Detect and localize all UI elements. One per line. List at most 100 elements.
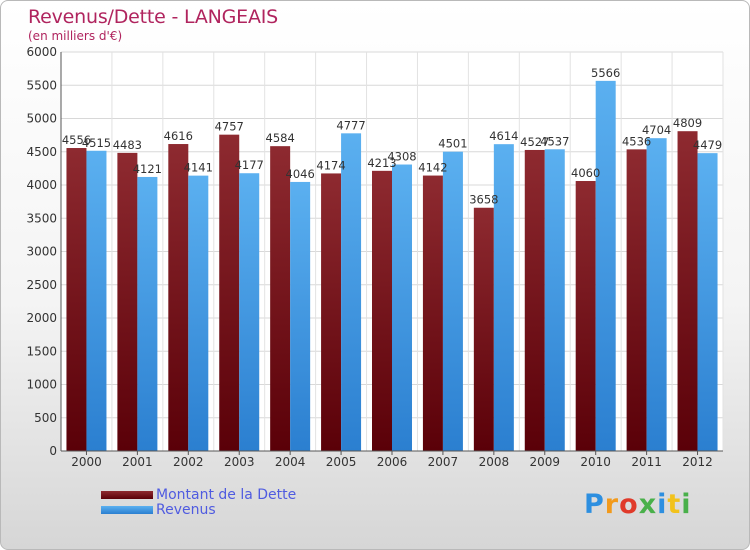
chart-subtitle: (en milliers d'€): [28, 29, 123, 43]
bar-dette-2009: [524, 149, 545, 451]
y-tick-label: 5000: [26, 112, 57, 126]
y-tick-label: 2000: [26, 311, 57, 325]
y-tick-label: 2500: [26, 278, 57, 292]
bar-revenus-2007: [442, 151, 463, 451]
x-tick-label: 2012: [682, 455, 713, 469]
logo-letter: t: [667, 489, 682, 520]
data-label: 4527: [520, 135, 549, 149]
legend: Montant de la Dette Revenus: [101, 486, 297, 518]
data-label: 4177: [235, 158, 264, 172]
logo-letter: r: [604, 489, 620, 520]
data-label: 4141: [184, 161, 213, 175]
data-label: 4704: [642, 123, 671, 137]
data-label: 4614: [489, 129, 518, 143]
legend-label-revenus: Revenus: [156, 501, 216, 518]
data-label: 4483: [113, 138, 142, 152]
data-label: 4536: [622, 134, 651, 148]
bar-dette-2008: [473, 207, 494, 451]
bar-revenus-2006: [392, 164, 412, 451]
data-label: 4213: [367, 156, 396, 170]
x-tick-label: 2011: [631, 455, 662, 469]
y-tick-label: 5500: [26, 78, 57, 92]
bar-dette-2010: [575, 181, 596, 451]
bars-layer: [66, 80, 718, 452]
bar-revenus-2005: [341, 133, 362, 451]
data-label: 4757: [215, 120, 244, 134]
bar-dette-2001: [117, 152, 138, 451]
axis-layer: 0 500 1000 1500 2000 2500 3000 3500 4000 4500 5000…: [26, 45, 723, 469]
data-label: 4501: [438, 137, 467, 151]
data-label: 4777: [336, 118, 365, 132]
bar-dette-2012: [677, 131, 698, 451]
bar-revenus-2010: [595, 80, 616, 452]
data-label: 4537: [540, 134, 569, 148]
bar-dette-2006: [372, 170, 392, 451]
bar-revenus-2009: [544, 149, 565, 452]
data-label: 4616: [164, 129, 193, 143]
x-tick-label: 2000: [71, 455, 102, 469]
x-tick-label: 2006: [377, 455, 408, 469]
bar-dette-2007: [422, 175, 443, 451]
bar-revenus-2002: [188, 175, 209, 451]
bar-revenus-2000: [86, 150, 107, 451]
data-label: 3658: [469, 193, 498, 207]
data-label: 4584: [266, 131, 295, 145]
data-label: 4809: [673, 116, 702, 130]
bar-revenus-2003: [239, 173, 260, 452]
y-tick-label: 1000: [26, 378, 57, 392]
data-label: 4174: [316, 158, 345, 172]
logo-letter: o: [619, 489, 639, 520]
y-tick-label: 1500: [26, 344, 57, 358]
y-tick-label: 3000: [26, 245, 57, 259]
bar-revenus-2012: [697, 153, 718, 452]
bar-revenus-2001: [137, 176, 158, 452]
x-tick-label: 2007: [428, 455, 459, 469]
x-tick-label: 2005: [326, 455, 357, 469]
bar-dette-2000: [66, 148, 87, 451]
logo-letter: P: [584, 489, 605, 520]
data-label: 4479: [693, 138, 722, 152]
data-label: 4515: [82, 136, 111, 150]
legend-swatch-revenus: [101, 505, 153, 514]
chart-title: Revenus/Dette - LANGEAIS: [28, 6, 279, 28]
y-tick-label: 0: [49, 444, 57, 458]
y-tick-label: 4000: [26, 178, 57, 192]
bar-dette-2005: [321, 173, 342, 451]
data-label: 4308: [387, 150, 416, 164]
bar-dette-2002: [168, 144, 189, 451]
logo-letter: i: [657, 489, 668, 520]
data-label: 4142: [418, 161, 447, 175]
y-tick-label: 6000: [26, 45, 57, 59]
x-tick-label: 2004: [275, 455, 306, 469]
y-tick-label: 500: [34, 411, 57, 425]
bar-dette-2004: [270, 146, 291, 451]
legend-item-revenus: Revenus: [101, 501, 296, 518]
x-tick-label: 2003: [224, 455, 255, 469]
logo-letter: x: [638, 489, 658, 520]
x-tick-label: 2002: [173, 455, 204, 469]
bar-revenus-2004: [290, 181, 311, 452]
logo-letter: i: [681, 489, 692, 520]
x-tick-label: 2008: [479, 455, 510, 469]
y-tick-label: 4500: [26, 145, 57, 159]
bar-dette-2003: [219, 134, 240, 452]
y-tick-label: 3500: [26, 211, 57, 225]
x-tick-label: 2009: [529, 455, 560, 469]
legend-swatch-dette: [101, 490, 153, 499]
proxiti-logo: Proxiti: [584, 489, 692, 520]
bar-revenus-2008: [493, 144, 514, 451]
data-label: 4121: [133, 162, 162, 176]
x-tick-label: 2010: [580, 455, 611, 469]
legend-item-dette: Montant de la Dette: [101, 486, 297, 503]
legend-label-dette: Montant de la Dette: [156, 486, 297, 503]
data-label: 4060: [571, 166, 600, 180]
data-label: 4556: [62, 133, 91, 147]
data-label: 4046: [286, 167, 315, 181]
data-label: 5566: [591, 66, 620, 80]
x-tick-label: 2001: [122, 455, 153, 469]
bar-dette-2011: [626, 149, 647, 451]
bar-revenus-2011: [646, 138, 667, 451]
